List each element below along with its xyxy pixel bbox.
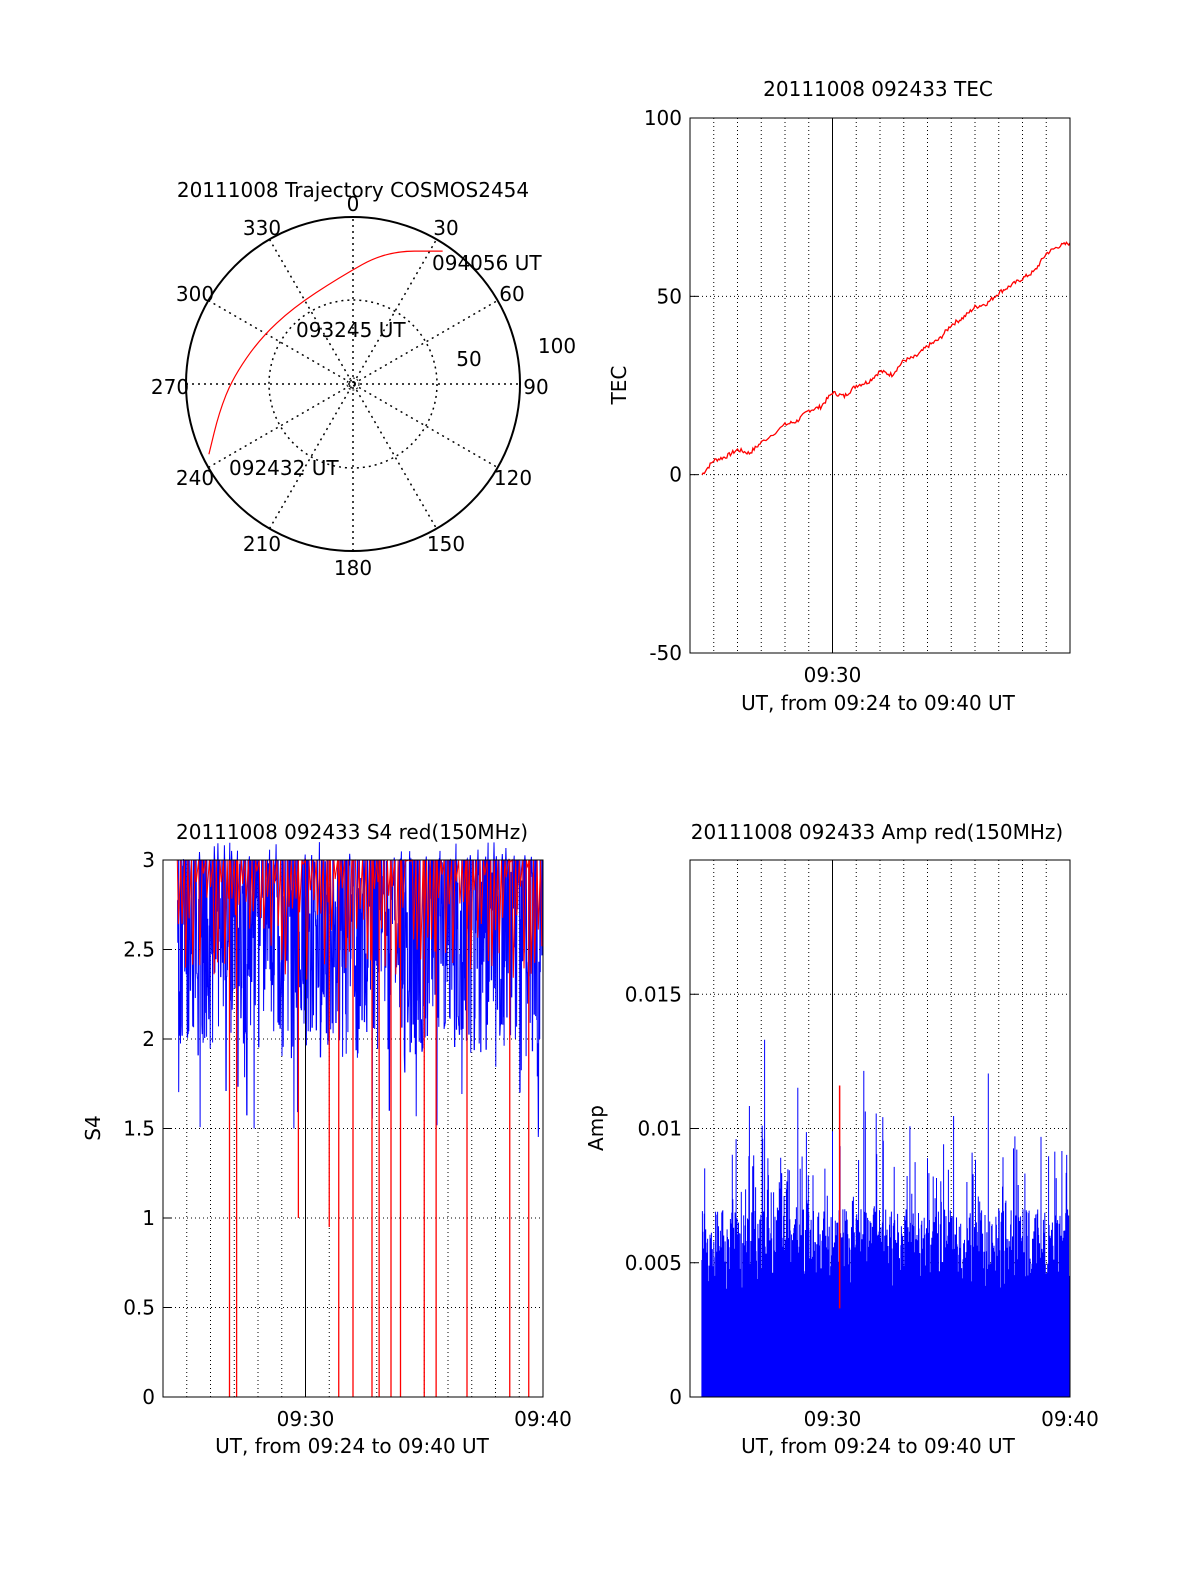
s4-ylabel: S4: [81, 1115, 105, 1140]
tec-ytick-label: 50: [657, 284, 682, 308]
polar-trajectory-line: [208, 250, 443, 455]
amp-ytick-label: 0.015: [625, 982, 682, 1006]
s4-panel: 20111008 092433 S4 red(150MHz) 0 0.5 1 1.5 2…: [81, 820, 572, 1458]
polar-grid: [185, 216, 521, 552]
polar-azimuth-label: 240: [176, 466, 214, 490]
tec-xtick-label: 09:30: [804, 663, 862, 687]
tec-tick-labels: -50 0 50 100 09:30: [644, 106, 862, 687]
polar-azimuth-label: 90: [523, 375, 548, 399]
polar-azimuth-label: 270: [151, 375, 189, 399]
amp-xtick-label: 09:30: [804, 1407, 862, 1431]
s4-title: 20111008 092433 S4 red(150MHz): [176, 820, 528, 844]
s4-ytick-label: 0.5: [123, 1296, 155, 1320]
s4-xtick-label: 09:40: [514, 1407, 572, 1431]
polar-azimuth-labels: 0 30 60 90 120 150 180 210 240 270 300 330: [151, 192, 549, 580]
s4-ytick-label: 3: [142, 848, 155, 872]
tec-title: 20111008 092433 TEC: [763, 77, 993, 101]
amp-ytick-label: 0.01: [637, 1117, 682, 1141]
polar-elev-label-100: 100: [538, 334, 576, 358]
amp-title: 20111008 092433 Amp red(150MHz): [691, 820, 1063, 844]
polar-panel: 20111008 Trajectory COSMOS2454 0 30 60 90 12…: [151, 178, 576, 580]
polar-azimuth-label: 150: [427, 532, 465, 556]
s4-frame: [162, 859, 544, 1398]
s4-xlabel: UT, from 09:24 to 09:40 UT: [215, 1434, 490, 1458]
amp-ytick-label: 0.005: [625, 1251, 682, 1275]
polar-spoke: [207, 299, 499, 469]
polar-elev-label-50: 50: [456, 347, 481, 371]
tec-ytick-label: 0: [669, 463, 682, 487]
polar-inner-circle: [268, 299, 438, 469]
polar-azimuth-label: 180: [334, 556, 372, 580]
polar-azimuth-label: 30: [433, 216, 458, 240]
polar-annotation-label: 094056 UT: [432, 251, 542, 275]
polar-azimuth-label: 120: [494, 466, 532, 490]
tec-ytick-label: -50: [649, 641, 682, 665]
s4-xtick-label: 09:30: [277, 1407, 335, 1431]
polar-center-circle: [346, 377, 360, 391]
polar-azimuth-label: 210: [243, 532, 281, 556]
polar-annotation-label: 092432 UT: [229, 456, 339, 480]
polar-trajectory-series: [208, 250, 443, 455]
s4-ytick-label: 1.5: [123, 1117, 155, 1141]
amp-panel: 20111008 092433 Amp red(150MHz) 0 0.005 0.…: [584, 820, 1099, 1458]
polar-azimuth-label: 0: [347, 192, 360, 216]
tec-ytick-label: 100: [644, 106, 682, 130]
amp-tick-labels: 0 0.005 0.01 0.015 09:30 09:40: [625, 982, 1099, 1431]
s4-ytick-label: 2: [142, 1027, 155, 1051]
s4-ytick-label: 2.5: [123, 938, 155, 962]
tec-panel: 20111008 092433 TEC -50 0 50 100 09:30 UT, f…: [607, 77, 1071, 715]
s4-series: [176, 842, 544, 1397]
s4-ytick-label: 0: [142, 1385, 155, 1409]
polar-azimuth-label: 330: [243, 216, 281, 240]
polar-title: 20111008 Trajectory COSMOS2454: [177, 178, 529, 202]
tec-xlabel: UT, from 09:24 to 09:40 UT: [741, 691, 1016, 715]
amp-ylabel: Amp: [584, 1105, 608, 1151]
tec-ylabel: TEC: [607, 366, 631, 406]
amp-xlabel: UT, from 09:24 to 09:40 UT: [741, 1434, 1016, 1458]
polar-spoke: [268, 238, 438, 530]
amp-ytick-label: 0: [669, 1385, 682, 1409]
polar-spoke: [207, 299, 499, 469]
s4-blue-trace: [177, 842, 544, 1138]
s4-red-trace: [176, 858, 543, 980]
polar-spoke: [268, 238, 438, 530]
s4-ytick-label: 1: [142, 1206, 155, 1230]
polar-annotation-label: 093245 UT: [296, 318, 406, 342]
polar-azimuth-label: 300: [176, 282, 214, 306]
tec-series: [701, 241, 1071, 476]
tec-frame: [689, 117, 1071, 654]
amp-series: [701, 1039, 1071, 1397]
polar-azimuth-label: 60: [499, 282, 524, 306]
polar-annotations: 094056 UT 093245 UT 092432 UT: [229, 251, 542, 480]
tec-line: [701, 241, 1071, 476]
s4-tick-labels: 0 0.5 1 1.5 2 2.5 3 09:30 09:40: [123, 848, 572, 1431]
amp-xtick-label: 09:40: [1041, 1407, 1099, 1431]
tec-grid: [690, 117, 1070, 654]
amp-frame: [689, 859, 1071, 1398]
amp-blue-trace: [701, 1039, 1071, 1397]
